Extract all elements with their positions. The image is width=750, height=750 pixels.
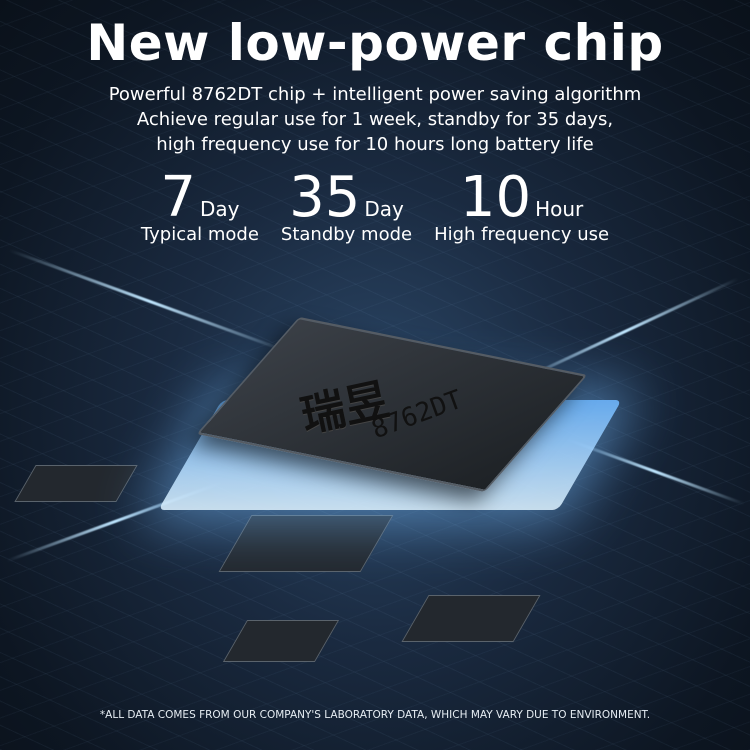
stat-mode: Standby mode <box>280 224 413 245</box>
component-chip <box>14 465 138 502</box>
stat-unit: Hour <box>535 197 584 221</box>
stat-unit: Day <box>364 197 404 221</box>
subtitle-line: high frequency use for 10 hours long bat… <box>156 134 594 155</box>
subtitle: Powerful 8762DT chip + intelligent power… <box>0 82 750 157</box>
stat-value: 10 <box>459 165 532 230</box>
stat-unit: Day <box>199 197 240 221</box>
stat-mode: Typical mode <box>140 224 259 245</box>
subtitle-line: Powerful 8762DT chip + intelligent power… <box>108 84 642 105</box>
stat-standby: 35 Day Standby mode <box>280 165 413 246</box>
stat-high-frequency: 10 Hour High frequency use <box>434 165 610 246</box>
stat-value: 35 <box>289 165 361 230</box>
stat-value: 7 <box>160 165 196 230</box>
stat-typical: 7 Day Typical mode <box>140 165 259 246</box>
battery-stats: 7 Day Typical mode 35 Day Standby mode 10 H… <box>0 165 750 246</box>
footnote: *ALL DATA COMES FROM OUR COMPANY'S LABOR… <box>99 709 651 721</box>
stat-mode: High frequency use <box>434 224 610 245</box>
subtitle-line: Achieve regular use for 1 week, standby … <box>136 109 614 130</box>
headline: New low-power chip <box>86 14 664 72</box>
